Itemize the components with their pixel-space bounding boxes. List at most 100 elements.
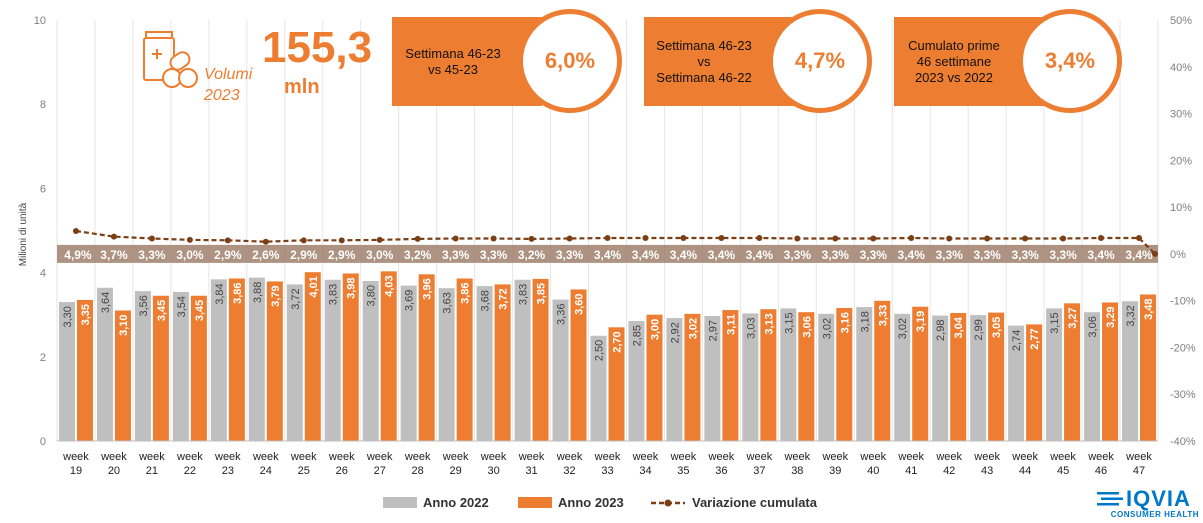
bar-2023: [950, 313, 967, 441]
bar-value-label-2022: 3,32: [1125, 305, 1137, 326]
bar-2022: [970, 315, 987, 441]
cumulative-point: [566, 235, 573, 242]
x-tick-label: week 40: [859, 451, 886, 477]
cumulative-value-label: 2,9%: [290, 248, 318, 262]
x-tick-label: week 25: [290, 451, 317, 477]
card-cumulative-change: Cumulato prime 46 settimane 2023 vs 2022…: [894, 5, 1134, 113]
x-tick-label: week 23: [214, 451, 241, 477]
bar-value-label-2023: 3,10: [118, 314, 130, 335]
bar-value-label-2023: 3,86: [232, 282, 244, 303]
bar-value-label-2022: 2,98: [935, 320, 947, 341]
cumulative-label-band: [57, 244, 1158, 263]
card-text: Settimana 46-23 vs 45-23: [405, 45, 501, 77]
cumulative-value-label: 3,3%: [556, 248, 584, 262]
bar-value-label-2023: 2,77: [1029, 328, 1041, 349]
bar-2022: [590, 335, 607, 441]
bars: [58, 271, 1157, 441]
bar-value-label-2022: 3,64: [100, 292, 112, 313]
x-tick-label: week 32: [556, 451, 583, 477]
bar-2023: [266, 281, 283, 441]
legend-swatch-orange: [518, 497, 552, 508]
legend-label: Variazione cumulata: [692, 495, 817, 510]
legend-dashed-line-icon: [651, 499, 685, 506]
legend-label: Anno 2022: [423, 495, 489, 510]
cumulative-point: [946, 235, 953, 242]
bar-value-label-2022: 3,02: [821, 318, 833, 339]
bar-value-label-2023: 3,02: [687, 318, 699, 339]
cumulative-value-label: 3,4%: [746, 248, 774, 262]
bar-2023: [912, 306, 929, 441]
bar-2022: [1046, 308, 1063, 441]
y-tick-label: 0: [40, 436, 46, 448]
cumulative-point: [794, 235, 801, 242]
x-tick-label: week 22: [176, 451, 203, 477]
bar-value-label-2022: 3,68: [480, 290, 492, 311]
bar-2022: [818, 313, 835, 441]
bar-value-label-2023: 3,06: [801, 316, 813, 337]
bar-value-label-2022: 3,69: [404, 290, 416, 311]
logo-name: IQVIA: [1126, 486, 1191, 511]
bar-2022: [96, 287, 113, 441]
cumulative-value-label: 3,4%: [1087, 248, 1115, 262]
cumulative-point: [604, 234, 611, 241]
bar-value-label-2022: 3,84: [214, 283, 226, 304]
bar-2022: [704, 315, 721, 441]
logo-subtitle: CONSUMER HEALTH: [1110, 510, 1199, 519]
bar-value-label-2023: 3,72: [498, 288, 510, 309]
cumulative-point: [72, 227, 79, 234]
cumulative-value-label: 3,3%: [1049, 248, 1077, 262]
card-text: Cumulato prime 46 settimane 2023 vs 2022: [908, 37, 1000, 85]
bar-2023: [494, 284, 511, 441]
kpi-caption: Volumi 2023: [204, 64, 252, 106]
bar-value-label-2022: 2,74: [1011, 330, 1023, 351]
card-text: Settimana 46-23 vs Settimana 46-22: [656, 37, 752, 85]
bar-2023: [1064, 303, 1081, 441]
bar-value-label-2023: 3,13: [763, 313, 775, 334]
bar-value-label-2023: 3,79: [270, 285, 282, 306]
bar-value-label-2022: 2,97: [707, 320, 719, 341]
bar-2022: [1122, 301, 1139, 441]
bar-value-label-2022: 3,54: [176, 296, 188, 317]
y2-tick-label: -20%: [1170, 342, 1196, 354]
bar-2022: [362, 281, 379, 441]
x-tick-label: week 27: [366, 451, 393, 477]
bar-2023: [874, 300, 891, 441]
bar-2022: [894, 313, 911, 441]
x-tick-label: week 44: [1011, 451, 1038, 477]
bar-value-label-2023: 3,33: [877, 305, 889, 326]
cumulative-point: [148, 235, 155, 242]
x-tick-label: week 28: [404, 451, 431, 477]
bar-value-label-2022: 3,15: [1049, 312, 1061, 333]
x-tick-label: week 24: [252, 451, 279, 477]
cumulative-point: [452, 235, 459, 242]
cumulative-value-label: 3,2%: [404, 248, 432, 262]
cumulative-point: [1098, 234, 1105, 241]
bar-2022: [248, 277, 265, 441]
y2-tick-label: 10%: [1170, 202, 1192, 214]
card-value: 3,4%: [1018, 9, 1122, 113]
cumulative-point: [642, 234, 649, 241]
cumulative-value-label: 3,3%: [822, 248, 850, 262]
x-tick-label: week 47: [1125, 451, 1152, 477]
bar-value-label-2023: 3,29: [1105, 306, 1117, 327]
cumulative-value-label: 3,7%: [100, 248, 128, 262]
cumulative-point: [1060, 235, 1067, 242]
bar-value-label-2022: 2,85: [631, 325, 643, 346]
bar-value-label-2023: 3,98: [346, 277, 358, 298]
y-tick-label: 4: [40, 268, 46, 280]
bar-2023: [836, 307, 853, 441]
x-tick-label: week 42: [935, 451, 962, 477]
card-yoy-change: Settimana 46-23 vs Settimana 46-22 4,7%: [644, 5, 884, 113]
bar-value-label-2023: 3,85: [536, 283, 548, 304]
bar-value-label-2023: 4,03: [384, 275, 396, 296]
cumulative-point: [414, 235, 421, 242]
y2-tick-label: -30%: [1170, 389, 1196, 401]
cumulative-value-label: 3,0%: [176, 248, 204, 262]
data-labels: 3,30 3,35 3,64 3,10 3,56 3,45 3,54 3,45 3,84 3,86…: [62, 248, 1155, 361]
cumulative-point: [718, 234, 725, 241]
x-tick-label: week 31: [518, 451, 545, 477]
bar-value-label-2023: 2,70: [612, 331, 624, 352]
bar-value-label-2023: 3,16: [839, 312, 851, 333]
cumulative-point: [376, 236, 383, 243]
bar-2022: [324, 279, 341, 441]
